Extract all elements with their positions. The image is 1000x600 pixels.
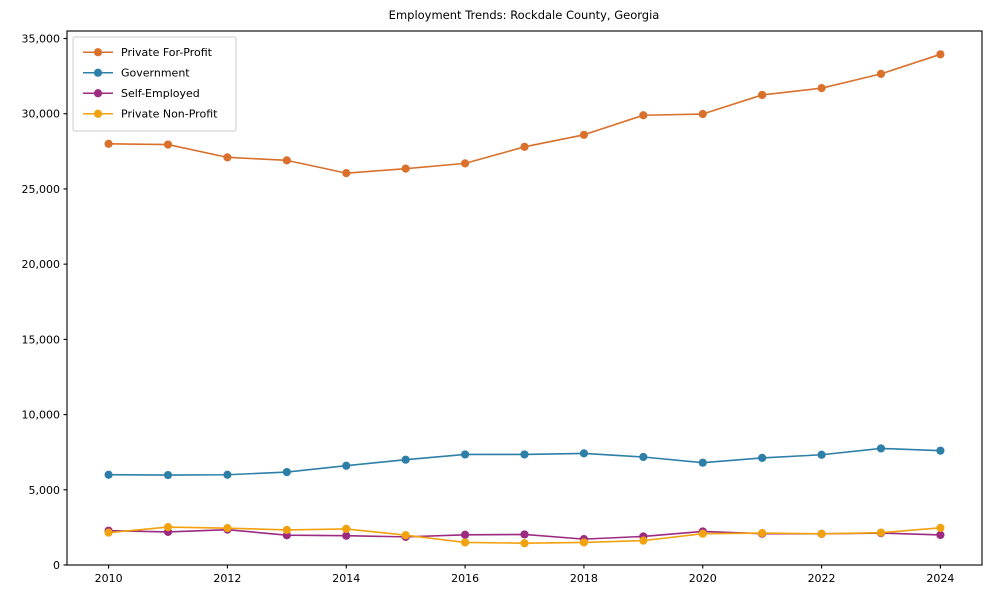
data-point-marker — [520, 450, 529, 459]
data-point-marker — [817, 450, 826, 459]
series-private-non-profit — [104, 522, 945, 548]
data-series-group — [104, 50, 945, 548]
data-point-marker — [579, 449, 589, 458]
legend-swatch-marker — [93, 68, 103, 77]
data-point-marker — [758, 453, 767, 462]
x-tick-label: 2016 — [451, 572, 479, 585]
data-point-marker — [698, 529, 707, 538]
legend-label: Private Non-Profit — [121, 107, 218, 120]
data-point-marker — [223, 153, 232, 162]
data-point-marker — [342, 524, 351, 534]
y-tick-label: 15,000 — [22, 333, 61, 346]
y-tick-label: 10,000 — [22, 409, 61, 422]
chart-legend: Private For-Profit Government Self-Employe… — [72, 36, 237, 132]
data-point-marker — [223, 524, 232, 533]
x-tick-label: 2024 — [926, 572, 954, 585]
series-private-for-profit — [104, 50, 945, 178]
data-point-marker — [401, 455, 410, 464]
data-point-marker — [579, 538, 589, 547]
data-point-marker — [342, 461, 351, 470]
data-point-marker — [579, 130, 589, 139]
data-point-marker — [163, 140, 173, 149]
data-point-marker — [639, 536, 648, 545]
x-tick-label: 2012 — [213, 572, 241, 585]
data-point-marker — [342, 531, 351, 540]
data-point-marker — [223, 470, 232, 479]
data-point-marker — [936, 446, 945, 455]
data-point-marker — [876, 528, 886, 537]
y-tick-label: 25,000 — [22, 183, 61, 196]
x-tick-label: 2014 — [332, 572, 360, 585]
x-tick-label: 2010 — [95, 572, 123, 585]
data-point-marker — [282, 525, 291, 535]
legend-swatch-marker — [93, 89, 103, 98]
data-point-marker — [163, 470, 173, 480]
series-government — [104, 444, 945, 480]
plot-area-border — [66, 30, 983, 566]
data-point-marker — [282, 156, 291, 165]
data-point-marker — [876, 444, 886, 453]
y-tick-label: 20,000 — [22, 258, 61, 271]
data-point-marker — [698, 458, 707, 467]
y-tick-label: 0 — [53, 559, 60, 572]
x-tick-label: 2020 — [689, 572, 717, 585]
data-point-marker — [936, 50, 945, 59]
y-tick-label: 30,000 — [22, 108, 61, 121]
data-point-marker — [520, 142, 529, 151]
data-point-marker — [460, 159, 470, 168]
x-tick-label: 2022 — [808, 572, 836, 585]
data-point-marker — [936, 523, 945, 532]
data-point-marker — [342, 169, 351, 178]
data-point-marker — [104, 470, 113, 479]
data-point-marker — [758, 90, 767, 100]
data-point-marker — [401, 164, 410, 173]
y-tick-label: 5,000 — [29, 484, 61, 497]
legend-swatch-marker — [93, 48, 103, 57]
data-point-marker — [698, 109, 707, 119]
y-axis-ticks: 0 5,000 10,000 15,000 20,000 25,000 30,000 35,0… — [22, 33, 67, 572]
data-point-marker — [876, 69, 886, 78]
data-point-marker — [104, 528, 113, 537]
legend-label: Private For-Profit — [121, 46, 213, 59]
legend-swatch-marker — [93, 109, 103, 118]
data-point-marker — [104, 139, 113, 148]
x-tick-label: 2018 — [570, 572, 598, 585]
data-point-marker — [460, 530, 470, 539]
data-point-marker — [817, 84, 826, 93]
data-point-marker — [460, 538, 470, 547]
data-point-marker — [758, 529, 767, 538]
data-point-marker — [520, 530, 529, 539]
legend-label: Government — [121, 66, 190, 79]
data-point-marker — [936, 530, 945, 540]
data-point-marker — [163, 522, 173, 532]
chart-title: Employment Trends: Rockdale County, Geor… — [389, 8, 660, 22]
legend-label: Self-Employed — [121, 87, 200, 100]
data-point-marker — [817, 529, 826, 538]
data-point-marker — [639, 452, 648, 462]
data-point-marker — [282, 467, 291, 477]
data-point-marker — [520, 539, 529, 548]
y-tick-label: 35,000 — [22, 33, 61, 46]
data-point-marker — [639, 111, 648, 120]
data-point-marker — [460, 450, 470, 459]
data-point-marker — [401, 531, 410, 540]
x-axis-ticks: 2010 2012 2014 2016 2018 2020 2022 2024 — [95, 565, 954, 585]
legend-background — [72, 36, 237, 132]
